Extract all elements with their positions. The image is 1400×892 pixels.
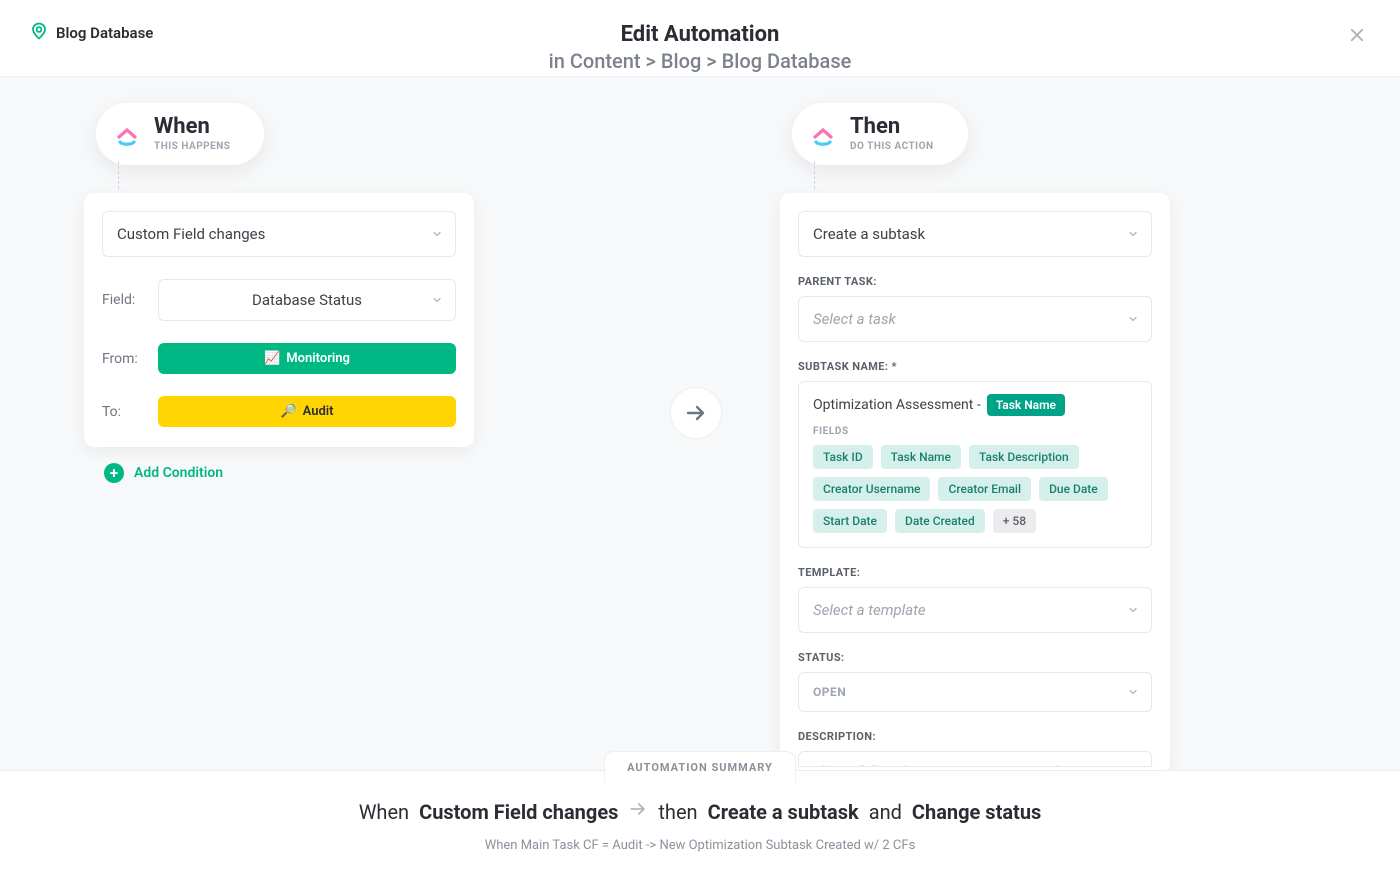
when-column: When THIS HAPPENS Custom Field changes F… (84, 103, 474, 483)
field-chip[interactable]: Date Created (895, 509, 985, 533)
then-title: Then (850, 116, 934, 138)
field-chip[interactable]: Task Description (969, 445, 1079, 469)
location-pin-icon (30, 22, 48, 44)
status-select[interactable]: OPEN (798, 672, 1152, 712)
close-button[interactable] (1342, 20, 1372, 50)
from-status-text: Monitoring (286, 351, 350, 366)
chevron-down-icon (1127, 604, 1139, 616)
field-chip[interactable]: Task Name (881, 445, 961, 469)
fields-label: FIELDS (813, 426, 1137, 437)
connector-line (814, 161, 815, 189)
subtask-name-label: SUBTASK NAME: * (798, 360, 1152, 373)
monitoring-emoji-icon: 📈 (264, 351, 280, 366)
page-path: in Content > Blog > Blog Database (30, 49, 1370, 73)
summary-tab[interactable]: AUTOMATION SUMMARY (604, 751, 796, 783)
arrow-right-icon (628, 799, 648, 824)
chevron-down-icon (431, 228, 443, 240)
summary-then-word: then (658, 800, 697, 824)
summary-action1: Create a subtask (708, 800, 859, 824)
header-center: Edit Automation in Content > Blog > Blog… (30, 22, 1370, 73)
when-pill: When THIS HAPPENS (96, 103, 264, 165)
header: Blog Database Edit Automation in Content… (0, 0, 1400, 76)
to-label: To: (102, 404, 144, 420)
to-status-text: Audit (303, 404, 334, 419)
summary-action2: Change status (912, 800, 1041, 824)
summary-and: and (869, 800, 902, 824)
trigger-value: Custom Field changes (117, 225, 265, 243)
clickup-logo-icon (808, 119, 838, 149)
field-chip[interactable]: Creator Email (938, 477, 1031, 501)
status-label: STATUS: (798, 651, 1152, 664)
description-text: Please follow the assessment process her… (813, 764, 1086, 767)
summary-line: When Custom Field changes then Create a … (0, 799, 1400, 824)
action-value: Create a subtask (813, 225, 925, 243)
description-label: DESCRIPTION: (798, 730, 1152, 743)
close-icon (1348, 26, 1366, 44)
flow-arrow (670, 387, 722, 439)
parent-task-placeholder: Select a task (813, 310, 896, 328)
from-label: From: (102, 351, 144, 367)
when-subtitle: THIS HAPPENS (154, 141, 230, 152)
subtask-prefix: Optimization Assessment - (813, 397, 981, 413)
parent-task-label: PARENT TASK: (798, 275, 1152, 288)
trigger-select[interactable]: Custom Field changes (102, 211, 456, 257)
template-placeholder: Select a template (813, 601, 926, 619)
status-value: OPEN (813, 685, 846, 699)
field-label: Field: (102, 292, 144, 308)
then-pill: Then DO THIS ACTION (792, 103, 968, 165)
trigger-card: Custom Field changes Field: Database Sta… (84, 193, 474, 447)
when-title: When (154, 116, 230, 138)
arrow-right-icon (684, 401, 708, 425)
field-chip[interactable]: Due Date (1039, 477, 1108, 501)
description-input[interactable]: Please follow the assessment process her… (798, 751, 1152, 767)
field-chip-row: Task ID Task Name Task Description Creat… (813, 445, 1137, 533)
summary-when-word: When (359, 800, 409, 824)
subtask-name-box[interactable]: Optimization Assessment - Task Name FIEL… (798, 381, 1152, 548)
page-title: Edit Automation (30, 22, 1370, 47)
field-chip[interactable]: Task ID (813, 445, 873, 469)
chevron-down-icon (1127, 228, 1139, 240)
to-status-pill[interactable]: 🔎 Audit (158, 396, 456, 427)
chevron-down-icon (1127, 686, 1139, 698)
template-label: TEMPLATE: (798, 566, 1152, 579)
then-subtitle: DO THIS ACTION (850, 141, 934, 152)
action-select[interactable]: Create a subtask (798, 211, 1152, 257)
field-select[interactable]: Database Status (158, 279, 456, 321)
from-status-pill[interactable]: 📈 Monitoring (158, 343, 456, 374)
add-condition-label: Add Condition (134, 465, 223, 481)
breadcrumb-label: Blog Database (56, 24, 153, 42)
automation-canvas: When THIS HAPPENS Custom Field changes F… (0, 76, 1400, 770)
audit-emoji-icon: 🔎 (280, 404, 296, 419)
chevron-down-icon (1127, 313, 1139, 325)
action-card: Create a subtask PARENT TASK: Select a t… (780, 193, 1170, 773)
field-chip[interactable]: Start Date (813, 509, 887, 533)
breadcrumb[interactable]: Blog Database (30, 22, 153, 44)
add-condition-button[interactable]: + Add Condition (104, 463, 474, 483)
automation-summary: AUTOMATION SUMMARY When Custom Field cha… (0, 770, 1400, 892)
field-value: Database Status (252, 291, 362, 309)
clickup-logo-icon (112, 119, 142, 149)
parent-task-select[interactable]: Select a task (798, 296, 1152, 342)
plus-icon: + (104, 463, 124, 483)
field-chip[interactable]: Creator Username (813, 477, 930, 501)
summary-trigger: Custom Field changes (419, 800, 618, 824)
more-fields-chip[interactable]: + 58 (993, 509, 1036, 533)
then-column: Then DO THIS ACTION Create a subtask PAR… (780, 103, 1170, 773)
summary-subtext: When Main Task CF = Audit -> New Optimiz… (0, 838, 1400, 853)
chevron-down-icon (431, 294, 443, 306)
subtask-token-chip[interactable]: Task Name (987, 394, 1065, 416)
template-select[interactable]: Select a template (798, 587, 1152, 633)
connector-line (118, 161, 119, 189)
